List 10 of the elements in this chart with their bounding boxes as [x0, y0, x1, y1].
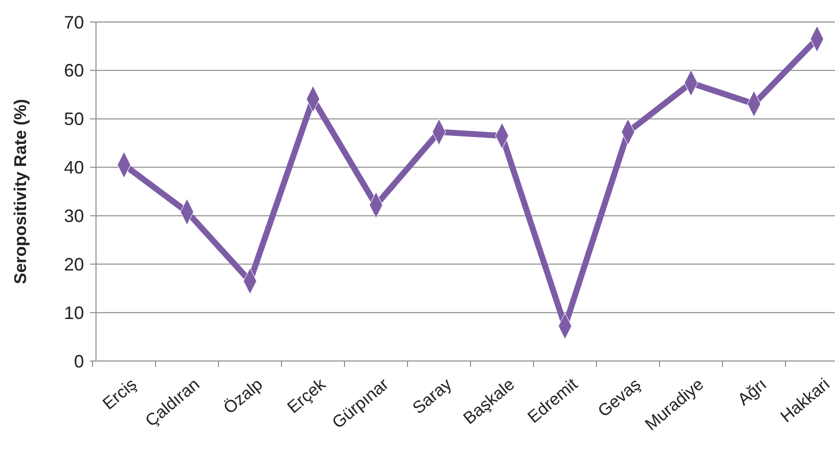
x-tick-label: Ağrı — [734, 374, 770, 410]
y-tick-label: 70 — [64, 12, 84, 32]
y-tick-label: 20 — [64, 254, 84, 274]
y-tick-label: 0 — [74, 351, 84, 372]
y-tick-label: 30 — [64, 206, 84, 226]
y-tick-label: 10 — [64, 302, 84, 323]
y-tick-label: 60 — [64, 60, 84, 81]
y-tick-label: 40 — [64, 158, 84, 178]
y-axis-title: Seropositivity Rate (%) — [11, 98, 30, 284]
y-tick-label: 50 — [64, 109, 84, 130]
